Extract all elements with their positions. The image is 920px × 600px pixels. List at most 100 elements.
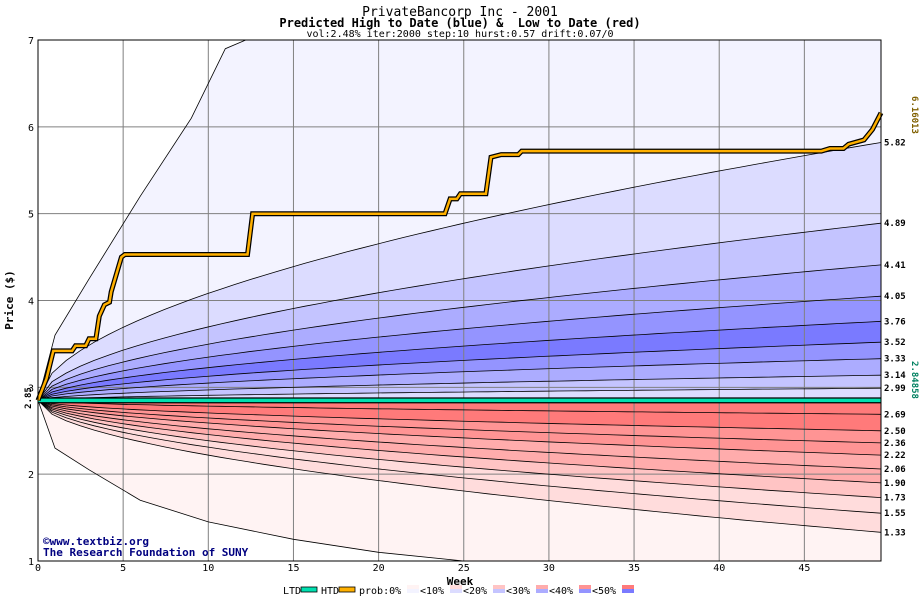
lower-percentile-line-0: [37, 400, 882, 415]
lower-end-label-2: 2.36: [884, 439, 906, 449]
upper-percentile-line-5: [37, 341, 882, 401]
credit-org: The Research Foundation of SUNY: [43, 546, 249, 559]
legend-swatch-top-7: [622, 585, 634, 589]
lower-percentile-line-3: [37, 400, 882, 456]
legend-label-6: <40%: [549, 586, 573, 597]
x-tick-label-45: 45: [798, 563, 810, 574]
band-red-8: [38, 400, 881, 533]
upper-percentile-line-0: [37, 142, 882, 401]
legend-label-7: <50%: [592, 586, 616, 597]
band-blue-0: [38, 142, 881, 401]
legend-label-5: <30%: [506, 586, 530, 597]
legend: LTD HTD prob:0% <10% <20% <30% <40% <50%: [283, 585, 634, 597]
upper-end-label-5: 3.52: [884, 338, 906, 348]
legend-label-1: HTD: [321, 586, 339, 597]
lower-end-label-1: 2.50: [884, 427, 906, 437]
lower-percentile-line-5: [37, 400, 882, 484]
band-blue-3: [38, 296, 881, 401]
x-tick-label-15: 15: [287, 563, 299, 574]
band-blue-5: [38, 342, 881, 401]
plot-frame: [37, 39, 882, 562]
band-blue-outer: [38, 40, 881, 401]
x-tick-label-35: 35: [628, 563, 640, 574]
y-axis-label: Price ($): [3, 270, 16, 330]
band-blue-4: [38, 321, 881, 401]
ltd-end-label: 2.84858: [909, 361, 919, 399]
upper-end-label-4: 3.76: [884, 317, 906, 327]
x-ticks: 0 5 10 15 20 25 30 35 40 45: [35, 563, 810, 574]
band-red-1: [38, 400, 881, 431]
upper-end-label-6: 3.33: [884, 355, 906, 365]
legend-swatch-1: [338, 586, 356, 593]
lower-end-label-8: 1.33: [884, 528, 906, 538]
lower-end-label-6: 1.73: [884, 494, 906, 504]
lower-percentile-line-8: [37, 400, 882, 533]
band-blue-2: [38, 264, 881, 401]
chart-params: vol:2.48% iter:2000 step:10 hurst:0.57 d…: [306, 29, 613, 40]
band-blue-6: [38, 358, 881, 401]
band-red-6: [38, 400, 881, 498]
legend-swatch-bottom-6: [579, 589, 591, 593]
x-tick-label-20: 20: [373, 563, 385, 574]
lower-percentile-line-7: [37, 400, 882, 514]
x-tick-label-30: 30: [543, 563, 555, 574]
legend-swatch-top-3: [450, 585, 462, 589]
legend-label-3: <10%: [420, 586, 444, 597]
x-tick-label-5: 5: [120, 563, 126, 574]
x-tick-label-40: 40: [713, 563, 725, 574]
upper-percentile-line-8: [37, 387, 882, 401]
x-tick-label-25: 25: [458, 563, 470, 574]
x-tick-label-10: 10: [202, 563, 214, 574]
lower-end-label-7: 1.55: [884, 509, 906, 519]
y-tick-label-1: 1: [28, 557, 34, 568]
lower-end-label-0: 2.69: [884, 410, 906, 420]
band-red-5: [38, 400, 881, 483]
upper-percentile-line-2: [37, 264, 882, 401]
legend-swatch-bottom-5: [536, 589, 548, 593]
chart-subtitle: Predicted High to Date (blue) & Low to D…: [279, 16, 640, 30]
lower-end-label-3: 2.22: [884, 451, 906, 461]
legend-swatch-bottom-3: [450, 589, 462, 593]
upper-end-label-3: 4.05: [884, 292, 906, 302]
legend-swatch-0: [300, 586, 318, 593]
legend-swatch-top-6: [579, 585, 591, 589]
lower-percentile-line-4: [37, 400, 882, 470]
legend-swatch-top-2: [407, 585, 419, 589]
y-tick-label-3: 3: [28, 383, 34, 394]
band-blue-8: [38, 388, 881, 401]
x-tick-label-0: 0: [35, 563, 41, 574]
htd-end-label: 6.16013: [909, 96, 919, 134]
band-red-3: [38, 400, 881, 456]
band-blue-1: [38, 223, 881, 401]
band-red-4: [38, 400, 881, 469]
upper-percentile-line-3: [37, 295, 882, 401]
legend-label-0: LTD: [283, 586, 301, 597]
legend-label-4: <20%: [463, 586, 487, 597]
lower-percentile-line-6: [37, 400, 882, 498]
lower-end-label-5: 1.90: [884, 479, 906, 489]
upper-percentile-line-1: [37, 222, 882, 401]
legend-swatch-bottom-4: [493, 589, 505, 593]
y-tick-label-4: 4: [28, 297, 34, 308]
percentile-lines: [37, 39, 882, 562]
upper-percentile-line-4: [37, 320, 882, 401]
upper-end-label-7: 3.14: [884, 371, 906, 381]
upper-end-label-1: 4.89: [884, 219, 906, 229]
legend-swatch-top-5: [536, 585, 548, 589]
legend-swatch-bottom-2: [407, 589, 419, 593]
percentile-end-labels: 5.82 4.89 4.41 4.05 3.76 3.52 3.33 3.14 2.99 2.69…: [884, 138, 906, 538]
start-price-label: 2.85: [24, 387, 34, 409]
lower-envelope-line: [37, 400, 464, 562]
y-tick-label-5: 5: [28, 210, 34, 221]
credit-url: ©www.textbiz.org: [43, 535, 149, 548]
chart-title: PrivateBancorp Inc - 2001: [362, 5, 558, 20]
band-red-7: [38, 400, 881, 514]
lower-percentile-line-1: [37, 400, 882, 432]
upper-end-label-8: 2.99: [884, 384, 906, 394]
y-tick-label-6: 6: [28, 123, 34, 134]
y-tick-label-2: 2: [28, 470, 34, 481]
data-series: [35, 111, 884, 404]
legend-swatch-top-4: [493, 585, 505, 589]
y-ticks: 1 2 3 4 5 6 7: [28, 36, 34, 568]
